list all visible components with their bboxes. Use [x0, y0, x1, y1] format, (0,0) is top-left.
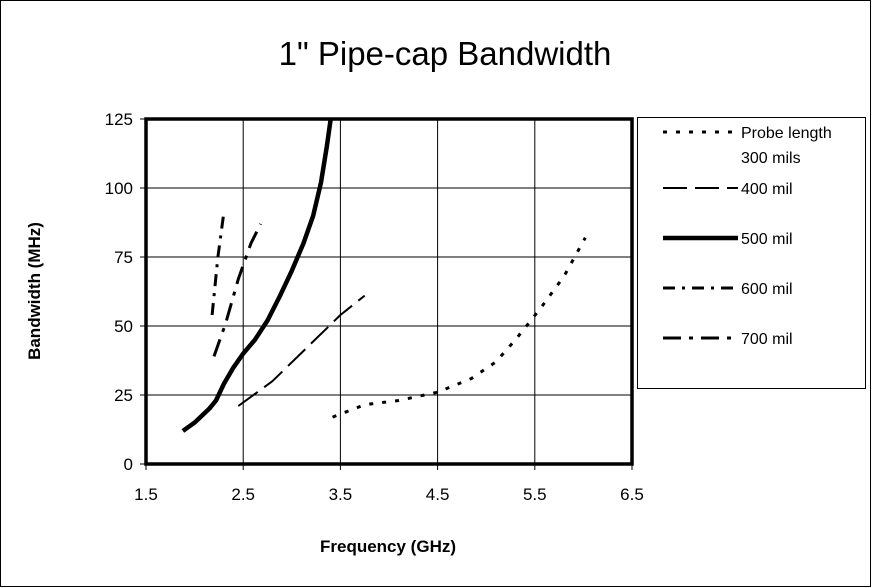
series-line-0	[332, 236, 587, 419]
series-layer	[181, 118, 587, 433]
legend-label: Probe length	[741, 125, 832, 142]
x-tick-label: 3.5	[329, 485, 353, 504]
x-tick-label: 1.5	[134, 485, 158, 504]
y-tick-label: 75	[114, 248, 133, 267]
legend-item-1: 400 mil	[663, 181, 793, 198]
x-tick-label: 6.5	[620, 485, 644, 504]
series-line-2	[181, 118, 333, 433]
series-line-3	[210, 212, 226, 316]
plot-area: 1.5 2.5 3.5 4.5 5.5 6.5 0 25 50 75 100 125	[105, 110, 644, 504]
axis-ticks: 1.5 2.5 3.5 4.5 5.5 6.5 0 25 50 75 100 125	[105, 110, 644, 504]
y-tick-label: 125	[105, 110, 133, 129]
legend-label: 600 mil	[741, 281, 793, 298]
x-tick-label: 4.5	[426, 485, 450, 504]
legend-items: Probe length 300 mils 400 mil 500 mil 600 mi…	[663, 125, 832, 348]
series-line-4	[212, 223, 263, 357]
legend-item-4: 700 mil	[663, 331, 793, 348]
legend-label: 300 mils	[741, 150, 801, 167]
series-line-1	[237, 294, 366, 407]
x-axis-label: Frequency (GHz)	[320, 537, 456, 556]
legend-label: 500 mil	[741, 231, 793, 248]
y-tick-label: 25	[114, 386, 133, 405]
legend-item-0: Probe length 300 mils	[663, 125, 832, 167]
legend-box	[637, 117, 866, 389]
legend: Probe length 300 mils 400 mil 500 mil 600 mi…	[637, 117, 866, 389]
y-tick-label: 100	[105, 179, 133, 198]
y-tick-label: 50	[114, 317, 133, 336]
y-axis-label: Bandwidth (MHz)	[25, 222, 44, 360]
y-tick-label: 0	[124, 455, 133, 474]
chart-title: 1" Pipe-cap Bandwidth	[279, 35, 612, 72]
plot-border	[144, 117, 634, 466]
legend-label: 400 mil	[741, 181, 793, 198]
gridlines	[146, 119, 632, 464]
x-tick-label: 5.5	[523, 485, 547, 504]
x-tick-label: 2.5	[231, 485, 255, 504]
legend-item-2: 500 mil	[663, 231, 793, 248]
legend-label: 700 mil	[741, 331, 793, 348]
legend-item-3: 600 mil	[663, 281, 793, 298]
